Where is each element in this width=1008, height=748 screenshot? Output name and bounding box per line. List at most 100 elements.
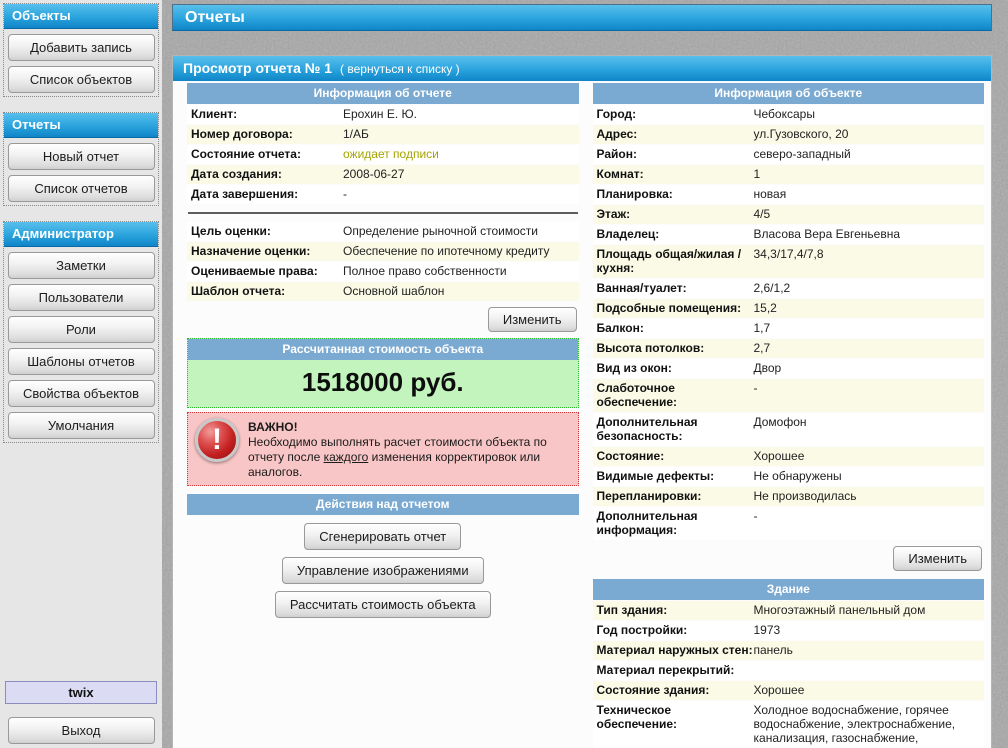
field-value: Основной шаблон — [343, 284, 445, 298]
field-label: Высота потолков: — [596, 341, 705, 355]
field-label: Состояние здания: — [596, 683, 710, 697]
sidebar-button[interactable]: Пользователи — [7, 284, 155, 311]
info-row: Дополнительная информация: - — [592, 507, 984, 540]
field-label: Оцениваемые права: — [191, 264, 318, 278]
sidebar-button[interactable]: Добавить запись — [7, 34, 155, 61]
sidebar-button[interactable]: Роли — [7, 316, 155, 343]
info-row: Видимые дефекты: Не обнаружены — [592, 467, 984, 486]
field-value: Двор — [753, 361, 782, 375]
info-row: Состояние: Хорошее — [592, 447, 984, 466]
info-row: Тип здания: Многоэтажный панельный дом — [592, 601, 984, 620]
field-label: Вид из окон: — [596, 361, 672, 375]
field-value: 34,3/17,4/7,8 — [753, 247, 824, 261]
edit-object-button[interactable]: Изменить — [893, 546, 982, 571]
info-row: Дата завершения: - — [187, 185, 579, 204]
info-row: Комнат: 1 — [592, 165, 984, 184]
field-value: Холодное водоснабжение, горячее водоснаб… — [753, 703, 956, 748]
sidebar-button[interactable]: Свойства объектов — [7, 380, 155, 407]
field-label: Назначение оценки: — [191, 244, 311, 258]
field-value: ул.Гузовского, 20 — [753, 127, 849, 141]
sidebar-section-title: Отчеты — [4, 113, 158, 138]
field-label: Видимые дефекты: — [596, 469, 715, 483]
info-row: Дополнительная безопасность: Домофон — [592, 413, 984, 446]
field-value: Полное право собственности — [343, 264, 507, 278]
info-row: Цель оценки: Определение рыночной стоимос… — [187, 222, 579, 241]
info-row: Шаблон отчета: Основной шаблон — [187, 282, 579, 301]
action-button[interactable]: Рассчитать стоимость объекта — [274, 591, 491, 618]
action-button-row: Сгенерировать отчет — [187, 518, 579, 552]
field-value: 15,2 — [753, 301, 777, 315]
field-value: Чебоксары — [753, 107, 815, 121]
main-content: Отчеты Просмотр отчета № 1 ( вернуться к… — [172, 4, 992, 748]
info-row: Ванная/туалет: 2,6/1,2 — [592, 279, 984, 298]
sidebar: Объекты Добавить запись Список объектов Отч… — [0, 0, 162, 748]
field-value: Ерохин Е. Ю. — [343, 107, 418, 121]
action-button[interactable]: Управление изображениями — [281, 557, 484, 584]
info-row: Этаж: 4/5 — [592, 205, 984, 224]
field-value: Не обнаружены — [753, 469, 842, 483]
report-view-title: Просмотр отчета № 1 — [183, 60, 333, 76]
object-info-column: Информация об объекте Город: Чебоксары Адр… — [592, 83, 984, 748]
logout-button[interactable]: Выход — [7, 717, 155, 744]
field-label: Номер договора: — [191, 127, 293, 141]
report-info-rows: Клиент: Ерохин Е. Ю. Номер договора: 1/АБ Со… — [187, 105, 579, 204]
sidebar-button[interactable]: Умолчания — [7, 412, 155, 439]
field-label: Цель оценки: — [191, 224, 271, 238]
building-rows: Тип здания: Многоэтажный панельный дом Год… — [592, 601, 984, 748]
exclamation-icon: ! — [195, 418, 239, 462]
warning-text: ВАЖНО! Необходимо выполнять расчет стоим… — [248, 418, 571, 480]
field-label: Тип здания: — [596, 603, 668, 617]
report-info-title: Информация об отчете — [187, 83, 579, 104]
calculated-price-box: Рассчитанная стоимость объекта 1518000 р… — [187, 338, 579, 408]
info-row: Состояние отчета: ожидает подписи — [187, 145, 579, 164]
action-button-row: Рассчитать стоимость объекта — [187, 586, 579, 620]
field-label: Перепланировки: — [596, 489, 702, 503]
sidebar-button[interactable]: Заметки — [7, 252, 155, 279]
field-value: Определение рыночной стоимости — [343, 224, 538, 238]
field-label: Комнат: — [596, 167, 644, 181]
sidebar-button[interactable]: Список отчетов — [7, 175, 155, 202]
info-row: Адрес: ул.Гузовского, 20 — [592, 125, 984, 144]
logged-in-username: twix — [5, 681, 157, 704]
object-info-title: Информация об объекте — [592, 83, 984, 104]
field-label: Дата завершения: — [191, 187, 299, 201]
info-row: Состояние здания: Хорошее — [592, 681, 984, 700]
field-value: 1,7 — [753, 321, 771, 335]
field-label: Состояние отчета: — [191, 147, 301, 161]
sidebar-button[interactable]: Список объектов — [7, 66, 155, 93]
sidebar-button[interactable]: Шаблоны отчетов — [7, 348, 155, 375]
info-row: Материал наружных стен: панель — [592, 641, 984, 660]
field-value: Домофон — [753, 415, 807, 429]
info-row: Балкон: 1,7 — [592, 319, 984, 338]
sidebar-section-title: Объекты — [4, 4, 158, 29]
field-value: Власова Вера Евгеньевна — [753, 227, 901, 241]
info-row: Оцениваемые права: Полное право собственн… — [187, 262, 579, 281]
field-label: Дополнительная безопасность: — [596, 415, 698, 443]
sidebar-button[interactable]: Новый отчет — [7, 143, 155, 170]
sidebar-section: Отчеты Новый отчет Список отчетов — [3, 112, 159, 206]
field-value — [754, 663, 981, 677]
field-label: Техническое обеспечение: — [596, 703, 678, 731]
field-label: Дата создания: — [191, 167, 282, 181]
report-view-header: Просмотр отчета № 1 ( вернуться к списку… — [173, 56, 991, 81]
info-row: Номер договора: 1/АБ — [187, 125, 579, 144]
separator-line — [188, 212, 578, 214]
back-to-list-link[interactable]: ( вернуться к списку ) — [340, 62, 460, 76]
report-actions-list: Сгенерировать отчет Управление изображени… — [187, 516, 579, 620]
field-label: Адрес: — [596, 127, 638, 141]
action-button[interactable]: Сгенерировать отчет — [304, 523, 462, 550]
field-value: Хорошее — [753, 449, 805, 463]
report-actions-title: Действия над отчетом — [187, 494, 579, 515]
sidebar-sections: Объекты Добавить запись Список объектов Отч… — [3, 3, 159, 443]
field-label: Подсобные помещения: — [596, 301, 742, 315]
field-value: 2,7 — [753, 341, 771, 355]
edit-report-button[interactable]: Изменить — [487, 307, 577, 332]
object-info-rows: Город: Чебоксары Адрес: ул.Гузовского, 20 Ра… — [592, 105, 984, 540]
building-title: Здание — [592, 579, 984, 600]
action-button-row: Управление изображениями — [187, 552, 579, 586]
field-label: Этаж: — [596, 207, 631, 221]
info-row: Площадь общая/жилая /кухня: 34,3/17,4/7,8 — [592, 245, 984, 278]
field-value: 4/5 — [753, 207, 771, 221]
field-label: Владелец: — [596, 227, 660, 241]
warning-box: ! ВАЖНО! Необходимо выполнять расчет сто… — [187, 412, 579, 486]
